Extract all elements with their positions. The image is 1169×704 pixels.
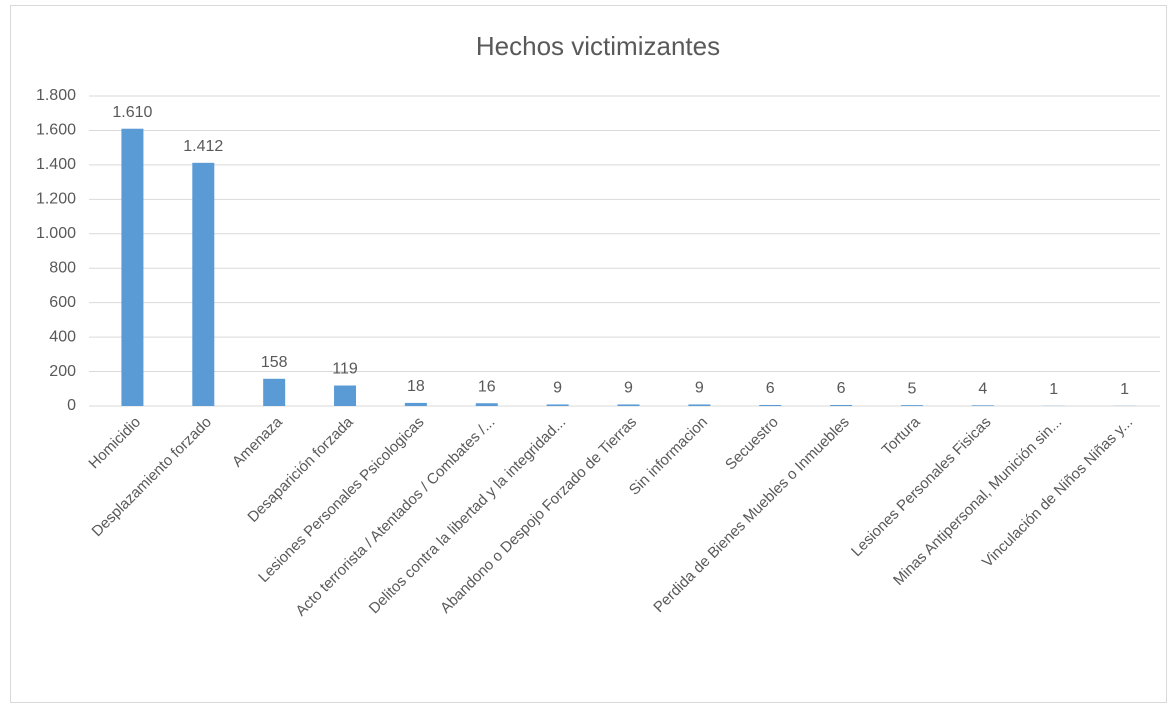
value-label: 1 bbox=[1120, 381, 1129, 398]
y-tick-label: 1.200 bbox=[36, 191, 76, 208]
y-tick-label: 800 bbox=[49, 259, 76, 276]
y-tick-label: 400 bbox=[49, 328, 76, 345]
bar bbox=[263, 378, 286, 406]
value-label: 6 bbox=[837, 380, 846, 397]
bar bbox=[404, 402, 427, 406]
y-tick-label: 1.000 bbox=[36, 225, 76, 242]
chart-title: Hechos victimizantes bbox=[476, 31, 720, 61]
bar bbox=[546, 404, 569, 406]
bar bbox=[688, 404, 711, 406]
value-label: 5 bbox=[908, 380, 917, 397]
value-label: 16 bbox=[478, 378, 496, 395]
value-label: 1.412 bbox=[183, 138, 223, 155]
bar bbox=[971, 405, 994, 406]
value-label: 4 bbox=[978, 381, 987, 398]
bar bbox=[192, 162, 215, 406]
value-label: 9 bbox=[624, 380, 633, 397]
bar bbox=[759, 404, 782, 406]
bar bbox=[617, 404, 640, 406]
value-label: 18 bbox=[407, 378, 425, 395]
value-label: 9 bbox=[695, 380, 704, 397]
value-label: 1 bbox=[1049, 381, 1058, 398]
value-label: 9 bbox=[553, 380, 562, 397]
bar bbox=[830, 404, 853, 406]
y-tick-label: 200 bbox=[49, 363, 76, 380]
value-label: 119 bbox=[332, 361, 358, 378]
bar bbox=[334, 385, 357, 406]
value-label: 158 bbox=[261, 354, 288, 371]
y-tick-label: 1.600 bbox=[36, 122, 76, 139]
bar bbox=[475, 403, 498, 406]
chart-border bbox=[10, 5, 1167, 703]
y-tick-label: 600 bbox=[49, 294, 76, 311]
value-label: 6 bbox=[766, 380, 775, 397]
bar bbox=[121, 128, 144, 406]
y-tick-label: 0 bbox=[67, 397, 76, 414]
bar bbox=[900, 405, 923, 406]
y-tick-label: 1.800 bbox=[36, 87, 76, 104]
y-tick-label: 1.400 bbox=[36, 156, 76, 173]
value-label: 1.610 bbox=[112, 104, 152, 121]
